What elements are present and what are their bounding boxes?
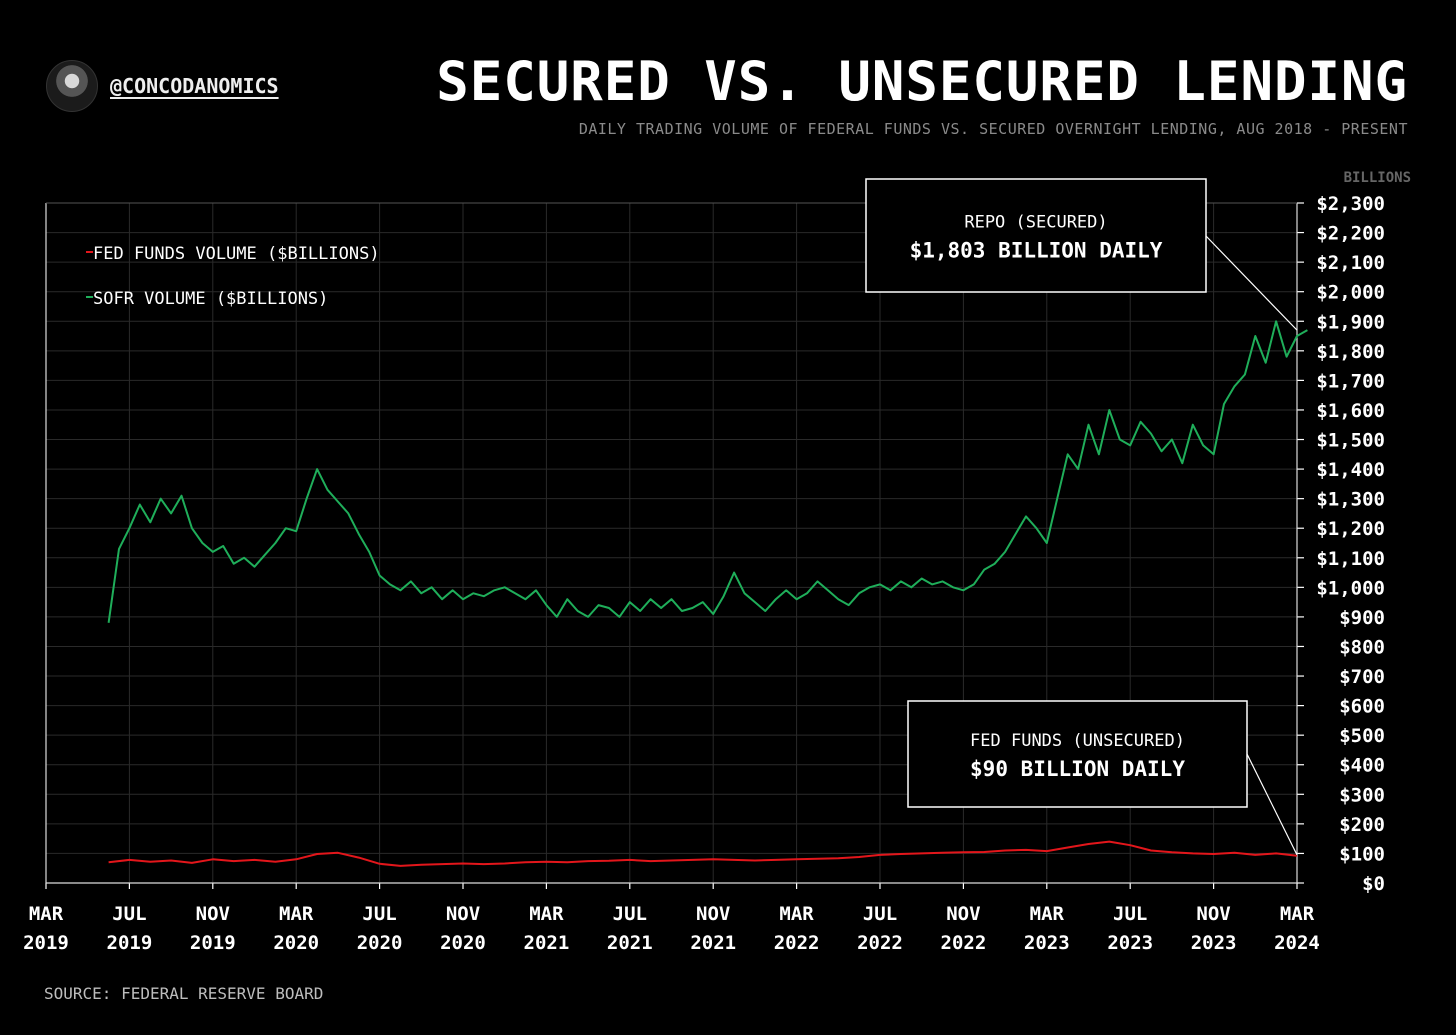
x-tick-label-year: 2020 — [440, 932, 486, 954]
legend-label: SOFR VOLUME ($BILLIONS) — [93, 289, 328, 309]
x-tick-label-year: 2024 — [1274, 932, 1320, 954]
y-tick-label: $500 — [1339, 725, 1385, 747]
y-tick-label: $1,800 — [1316, 341, 1385, 363]
x-tick-label-year: 2021 — [690, 932, 736, 954]
x-tick-label-year: 2021 — [607, 932, 653, 954]
y-tick-label: $2,200 — [1316, 223, 1385, 245]
annotation-value: $90 BILLION DAILY — [970, 757, 1185, 781]
y-unit-label: BILLIONS — [1344, 170, 1411, 186]
annotation-label: FED FUNDS (UNSECURED) — [970, 731, 1185, 751]
x-tick-label-month: NOV — [696, 903, 730, 925]
legend-label: FED FUNDS VOLUME ($BILLIONS) — [93, 244, 380, 264]
annotation-pointer — [1246, 753, 1298, 856]
x-tick-label-year: 2022 — [941, 932, 987, 954]
x-tick-label-year: 2019 — [23, 932, 69, 954]
x-tick-label-year: 2021 — [524, 932, 570, 954]
y-tick-label: $400 — [1339, 755, 1385, 777]
y-tick-label: $2,300 — [1316, 193, 1385, 215]
y-tick-label: $900 — [1339, 607, 1385, 629]
y-tick-label: $800 — [1339, 636, 1385, 658]
y-tick-label: $1,100 — [1316, 548, 1385, 570]
x-tick-label-year: 2019 — [107, 932, 153, 954]
x-tick-label-month: JUL — [112, 903, 146, 925]
annotation-box — [865, 178, 1207, 293]
x-tick-label-month: MAR — [779, 903, 814, 925]
chart-title: SECURED VS. UNSECURED LENDING — [436, 50, 1408, 113]
x-tick-label-month: MAR — [529, 903, 564, 925]
y-tick-label: $0 — [1362, 873, 1385, 895]
x-tick-label-year: 2020 — [273, 932, 319, 954]
author-handle[interactable]: @CONCODANOMICS — [46, 60, 279, 112]
fed-funds-line — [108, 840, 1298, 867]
y-tick-label: $1,500 — [1316, 430, 1385, 452]
x-tick-label-month: MAR — [1030, 903, 1065, 925]
sofr-line — [107, 320, 1308, 623]
y-tick-label: $100 — [1339, 843, 1385, 865]
x-tick-label-year: 2022 — [857, 932, 903, 954]
x-tick-label-month: NOV — [446, 903, 480, 925]
y-tick-label: $1,300 — [1316, 489, 1385, 511]
x-tick-label-year: 2023 — [1107, 932, 1153, 954]
y-tick-label: $300 — [1339, 784, 1385, 806]
x-tick-label-month: JUL — [613, 903, 647, 925]
x-tick-label-month: MAR — [29, 903, 64, 925]
x-tick-label-year: 2022 — [774, 932, 820, 954]
y-tick-label: $700 — [1339, 666, 1385, 688]
x-tick-label-year: 2023 — [1024, 932, 1070, 954]
source-note: SOURCE: FEDERAL RESERVE BOARD — [44, 984, 324, 1003]
chart-subtitle: DAILY TRADING VOLUME OF FEDERAL FUNDS VS… — [578, 120, 1408, 138]
x-tick-label-month: NOV — [1196, 903, 1230, 925]
y-tick-label: $1,200 — [1316, 518, 1385, 540]
handle-text[interactable]: @CONCODANOMICS — [110, 74, 279, 98]
y-tick-label: $2,000 — [1316, 282, 1385, 304]
y-tick-label: $1,400 — [1316, 459, 1385, 481]
annotation-pointer — [1205, 235, 1298, 331]
annotation-box — [907, 700, 1248, 808]
x-tick-label-month: JUL — [863, 903, 897, 925]
y-tick-label: $200 — [1339, 814, 1385, 836]
x-tick-label-year: 2023 — [1191, 932, 1237, 954]
y-tick-label: $1,900 — [1316, 311, 1385, 333]
x-tick-label-month: JUL — [362, 903, 396, 925]
y-tick-label: $1,000 — [1316, 577, 1385, 599]
x-tick-label-month: NOV — [196, 903, 230, 925]
x-tick-label-month: MAR — [279, 903, 314, 925]
y-tick-label: $600 — [1339, 696, 1385, 718]
avatar — [46, 60, 98, 112]
x-tick-label-month: NOV — [946, 903, 980, 925]
x-tick-label-month: JUL — [1113, 903, 1147, 925]
x-tick-label-month: MAR — [1280, 903, 1315, 925]
annotation-value: $1,803 BILLION DAILY — [910, 239, 1163, 263]
y-tick-label: $1,700 — [1316, 370, 1385, 392]
annotation-label: REPO (SECURED) — [964, 213, 1107, 233]
x-tick-label-year: 2019 — [190, 932, 236, 954]
y-tick-label: $1,600 — [1316, 400, 1385, 422]
y-tick-label: $2,100 — [1316, 252, 1385, 274]
x-tick-label-year: 2020 — [357, 932, 403, 954]
